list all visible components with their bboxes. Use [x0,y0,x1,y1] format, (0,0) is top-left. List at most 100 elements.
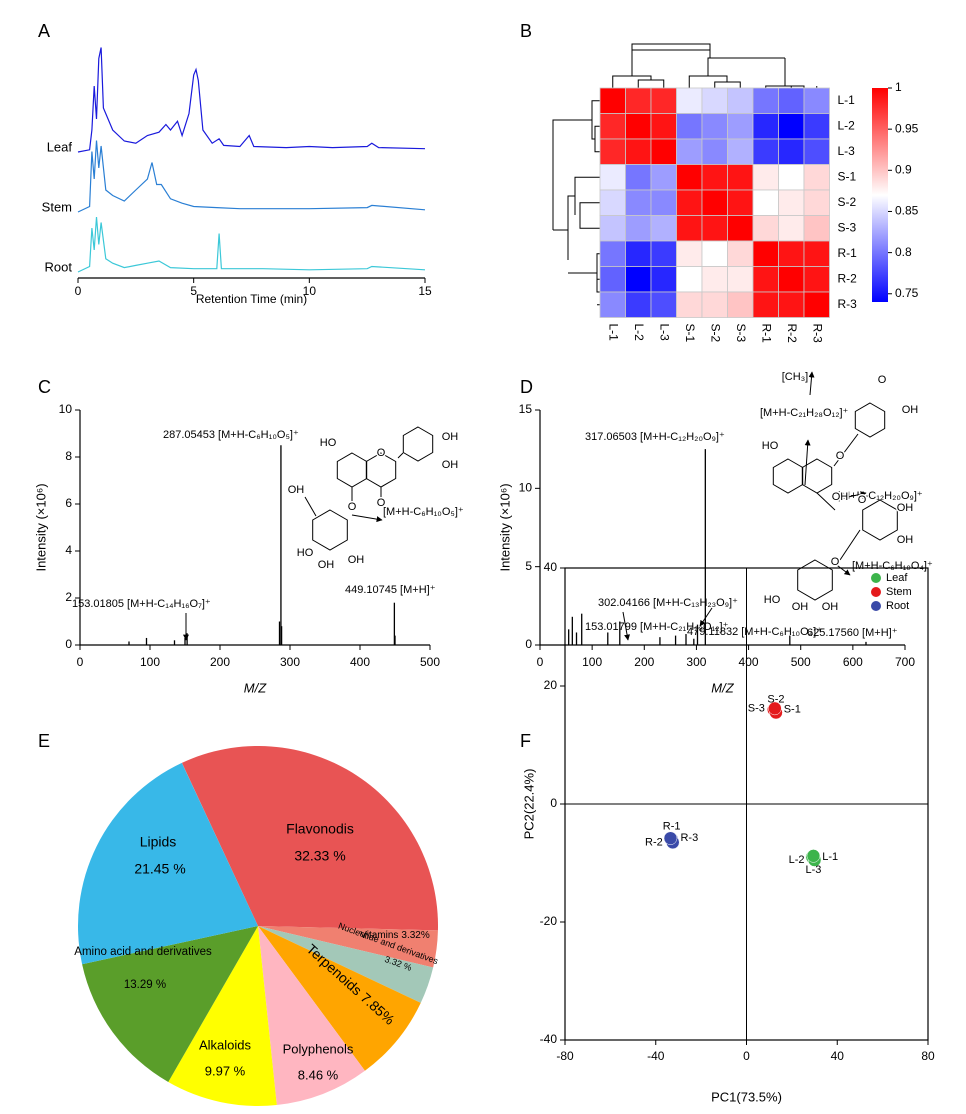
heatmap-cell [701,113,728,140]
heatmap-cell [599,291,626,318]
pie-slice [82,926,258,1083]
heatmap-cell [778,266,805,293]
heatmap-cell [752,215,779,242]
annotation: 449.10745 [M+H]⁺ [345,584,436,596]
panel-label: F [520,731,531,751]
heatmap-cell [803,266,830,293]
column-label: R-1 [760,324,774,344]
y-tick-label: 0 [65,637,72,651]
x-tick-label: 0 [743,1049,750,1063]
annotation: 153.01805 [M+H-C₁₄H₁₆O₇]⁺ [72,598,211,610]
x-tick-label: 500 [420,655,440,669]
heatmap-cell [778,113,805,140]
heatmap-cell [727,164,754,191]
heatmap-cell [650,266,677,293]
panel-label: D [520,377,533,397]
heatmap-cell [752,113,779,140]
row-label: S-3 [838,220,857,234]
colorbar-tick-label: 0.8 [895,245,912,259]
row-label: L-3 [838,144,856,158]
heatmap-cell [727,266,754,293]
heatmap-cell [650,113,677,140]
chromatogram-line [77,216,426,273]
annotation: 153.01799 [M+H-C₂₁H₂₈O₁₂]⁺ [585,621,729,633]
slice-name: Vitamins [360,930,398,941]
heatmap-cell [650,215,677,242]
heatmap-cell [625,215,652,242]
atom-label: O [858,494,867,506]
annotation: 317.06503 [M+H-C₁₂H₂₀O₉]⁺ [585,431,725,443]
annotation: [M+H-C₆H₁₀O₄]⁺ [852,560,933,572]
x-tick-label: 80 [921,1049,935,1063]
atom-label: OH [897,534,914,546]
annotation: [M+H-C₆H₁₀O₅]⁺ [383,506,464,518]
heatmap-cell [625,87,652,114]
arrow [804,439,811,486]
column-label: L-1 [607,324,621,342]
atom-label: O [836,450,845,462]
colorbar-tick-label: 1 [895,80,902,94]
annotation: 625.17560 [M+H]⁺ [807,627,898,639]
slice-value: 32.33 % [294,848,345,864]
atom-label: OH [822,601,839,613]
pie-slice [258,926,438,968]
heatmap-cell [650,164,677,191]
y-tick-label: 6 [65,496,72,510]
x-tick-label: 600 [843,655,863,669]
y-tick-label: 0 [550,796,557,810]
panel-label: E [38,731,50,751]
column-label: S-3 [734,324,748,343]
heatmap-cell [701,189,728,216]
x-tick-label: 400 [739,655,759,669]
heatmap-cell [803,291,830,318]
structure-ring [797,559,833,601]
y-axis-label: Intensity (×10⁶) [33,483,48,571]
colorbar [872,88,888,302]
structure-ring [854,402,886,438]
x-tick-label: 10 [303,284,317,298]
arrow [699,607,713,627]
heatmap-cell [727,215,754,242]
x-tick-label: 400 [350,655,370,669]
y-tick-label: 10 [519,481,533,495]
x-axis-label: M/Z [711,680,734,695]
heatmap-cell [676,164,703,191]
heatmap-cell [727,189,754,216]
heatmap-cell [676,240,703,267]
slice-value: 13.29 % [124,979,166,991]
x-axis-label: M/Z [244,680,267,695]
heatmap-cell [676,189,703,216]
heatmap-cell [727,291,754,318]
y-axis-label: Intensity (×10⁶) [497,483,512,571]
y-tick-label: 15 [519,402,533,416]
y-tick-label: 20 [544,678,558,692]
slice-value: 9.97 % [205,1063,246,1078]
legend-swatch [871,587,881,597]
legend-label: Root [886,600,909,612]
heatmap-cell [803,113,830,140]
annotation: [M+H-C₂₁H₂₈O₁₂]⁺ [760,407,849,419]
x-tick-label: 0 [77,655,84,669]
structure-ring [862,499,898,541]
y-tick-label: 4 [65,543,72,557]
x-tick-label: 300 [686,655,706,669]
heatmap-cell [701,266,728,293]
structure-bond [304,496,317,517]
point-label: S-1 [784,704,801,716]
x-tick-label: 700 [895,655,915,669]
pie-slice [258,926,421,1071]
atom-label: OH [902,404,919,416]
heatmap-cell [599,113,626,140]
point-label: S-3 [748,702,765,714]
y-tick-label: 10 [59,402,73,416]
x-tick-label: -40 [647,1049,665,1063]
atom-label: O [348,501,357,513]
heatmap-cell [727,138,754,165]
dendrogram-top [612,43,818,88]
heatmap-cell [625,291,652,318]
heatmap-cell [599,164,626,191]
heatmap-cell [625,113,652,140]
column-label: R-2 [785,324,799,344]
y-tick-label: 8 [65,449,72,463]
annotation: 479.11832 [M+H-C₆H₁₀O₄]⁺ [687,626,822,638]
